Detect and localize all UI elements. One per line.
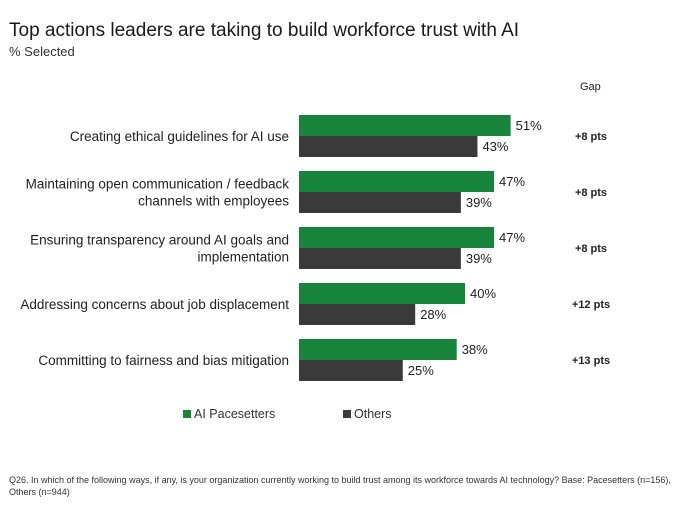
data-label-pacesetters-3: 40% bbox=[470, 286, 496, 301]
bar-others-2 bbox=[299, 248, 461, 269]
data-label-others-0: 43% bbox=[482, 139, 508, 154]
footnote: Q26. In which of the following ways, if … bbox=[9, 475, 671, 497]
data-label-others-2: 39% bbox=[466, 251, 492, 266]
legend-label-others: Others bbox=[354, 407, 392, 421]
data-label-pacesetters-2: 47% bbox=[499, 230, 525, 245]
data-label-pacesetters-4: 38% bbox=[462, 342, 488, 357]
bar-others-1 bbox=[299, 192, 461, 213]
category-label-0: Creating ethical guidelines for AI use bbox=[70, 129, 289, 144]
data-label-others-1: 39% bbox=[466, 195, 492, 210]
chart-title: Top actions leaders are taking to build … bbox=[9, 20, 520, 41]
bar-others-0 bbox=[299, 136, 478, 157]
gap-column-header: Gap bbox=[580, 81, 601, 93]
bar-others-3 bbox=[299, 304, 416, 325]
gap-label-4: +13 pts bbox=[572, 355, 610, 367]
category-label-3: Addressing concerns about job displaceme… bbox=[20, 297, 289, 312]
legend-item-pacesetters: AI Pacesetters bbox=[183, 407, 275, 421]
category-label-4: Committing to fairness and bias mitigati… bbox=[38, 353, 289, 368]
legend-item-others: Others bbox=[343, 407, 392, 421]
bar-pacesetters-4 bbox=[299, 339, 457, 360]
bar-chart: Creating ethical guidelines for AI use 51… bbox=[20, 115, 610, 381]
legend-swatch-pacesetters bbox=[183, 410, 191, 418]
category-label-1: Maintaining open communication / feedbac… bbox=[26, 177, 290, 209]
chart-subtitle: % Selected bbox=[9, 44, 75, 59]
data-label-others-3: 28% bbox=[420, 307, 446, 322]
gap-label-2: +8 pts bbox=[575, 243, 607, 255]
bar-pacesetters-3 bbox=[299, 283, 465, 304]
bar-pacesetters-2 bbox=[299, 227, 495, 248]
data-label-pacesetters-0: 51% bbox=[516, 118, 542, 133]
category-label-2: Ensuring transparency around AI goals an… bbox=[30, 233, 289, 265]
bar-pacesetters-0 bbox=[299, 115, 511, 136]
data-label-others-4: 25% bbox=[408, 363, 434, 378]
gap-label-1: +8 pts bbox=[575, 187, 607, 199]
bar-pacesetters-1 bbox=[299, 171, 495, 192]
data-label-pacesetters-1: 47% bbox=[499, 174, 525, 189]
bar-others-4 bbox=[299, 360, 403, 381]
gap-label-0: +8 pts bbox=[575, 131, 607, 143]
legend-swatch-others bbox=[343, 410, 351, 418]
gap-label-3: +12 pts bbox=[572, 299, 610, 311]
legend-label-pacesetters: AI Pacesetters bbox=[194, 407, 276, 421]
